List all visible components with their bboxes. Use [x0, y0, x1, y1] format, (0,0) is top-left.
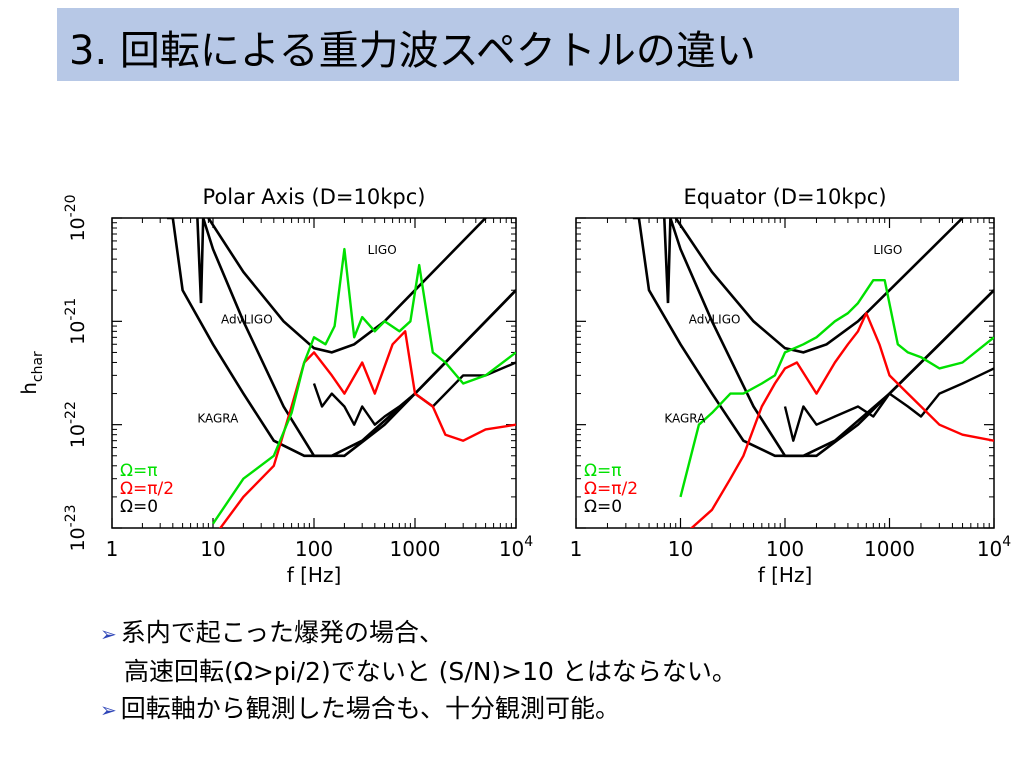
x-axis-label: f [Hz] — [758, 563, 813, 587]
title-bar: 3. 回転による重力波スペクトルの違い — [57, 8, 959, 81]
y-tick-label: 10-20 — [63, 194, 89, 241]
plot-area — [167, 218, 516, 528]
chart-title: Polar Axis (D=10kpc) — [203, 185, 426, 209]
legend-entry: Ω=π — [584, 461, 621, 481]
legend-entry: Ω=π/2 — [584, 479, 638, 499]
x-axis-label: f [Hz] — [287, 563, 342, 587]
bullet-text: 高速回転(Ω>pi/2)でないと (S/N)>10 とはならない。 — [124, 657, 737, 686]
bullet-item: 高速回転(Ω>pi/2)でないと (S/N)>10 とはならない。 — [100, 653, 737, 690]
plot-area — [632, 218, 994, 528]
detector-curve-ligo — [207, 218, 488, 354]
detector-label: AdvLIGO — [221, 313, 273, 327]
detector-label: KAGRA — [664, 411, 706, 425]
x-tick-label: 10 — [668, 537, 693, 561]
chart-equator: Equator (D=10kpc) 1 10 100 1000 104 f [Hz] LIGO… — [546, 178, 1024, 598]
series-line — [312, 361, 516, 426]
chart-equator-svg: Equator (D=10kpc) 1 10 100 1000 104 f [Hz] LIGO… — [570, 185, 1012, 587]
arrow-bullet-icon: ➢ — [100, 698, 117, 722]
x-tick-label: 100 — [766, 537, 804, 561]
x-tick-label: 1000 — [390, 537, 441, 561]
detector-label: LIGO — [368, 243, 397, 257]
bullet-text: 回転軸から観測した場合も、十分観測可能。 — [120, 694, 621, 723]
chart-polar-axis: Polar Axis (D=10kpc) 1 10 100 1000 104 10-23 10… — [16, 178, 546, 598]
x-tick-label: 1000 — [864, 537, 915, 561]
bullet-list: ➢ 系内で起こった爆発の場合、 高速回転(Ω>pi/2)でないと (S/N)>10… — [100, 614, 737, 729]
series-line — [212, 247, 516, 525]
detector-label: KAGRA — [197, 411, 239, 425]
y-tick-label: 10-23 — [63, 504, 89, 551]
bullet-item: ➢ 回転軸から観測した場合も、十分観測可能。 — [100, 690, 737, 729]
plot-frame — [575, 217, 995, 529]
legend-entry: Ω=0 — [120, 497, 158, 517]
y-tick-label: 10-21 — [63, 298, 89, 345]
y-axis-label: hchar — [17, 351, 46, 395]
y-tick-label: 10-22 — [63, 401, 89, 448]
legend-entry: Ω=0 — [584, 497, 622, 517]
legend-entry: Ω=π/2 — [120, 479, 174, 499]
detector-curve-kagra — [167, 218, 516, 458]
x-tick-label: 100 — [295, 537, 333, 561]
detector-curve-ligo — [674, 218, 965, 354]
x-tick-label: 104 — [977, 534, 1011, 561]
series-line — [679, 278, 994, 498]
x-tick-label: 104 — [499, 534, 533, 561]
legend-entry: Ω=π — [120, 461, 157, 481]
series-line — [218, 330, 516, 528]
x-tick-label: 1 — [570, 537, 583, 561]
chart-title: Equator (D=10kpc) — [683, 185, 886, 209]
slide-title: 3. 回転による重力波スペクトルの違い — [69, 28, 756, 74]
detector-label: LIGO — [873, 243, 902, 257]
bullet-item: ➢ 系内で起こった爆発の場合、 — [100, 614, 737, 653]
series-line — [783, 367, 994, 442]
series-line — [689, 311, 994, 528]
arrow-bullet-icon: ➢ — [100, 622, 117, 646]
chart-polar-svg: Polar Axis (D=10kpc) 1 10 100 1000 104 10-23 10… — [17, 185, 533, 587]
detector-curve-kagra — [632, 218, 994, 458]
x-tick-label: 1 — [106, 537, 119, 561]
detector-label: AdvLIGO — [689, 313, 741, 327]
x-tick-label: 10 — [200, 537, 225, 561]
bullet-text: 系内で起こった爆発の場合、 — [120, 618, 445, 647]
